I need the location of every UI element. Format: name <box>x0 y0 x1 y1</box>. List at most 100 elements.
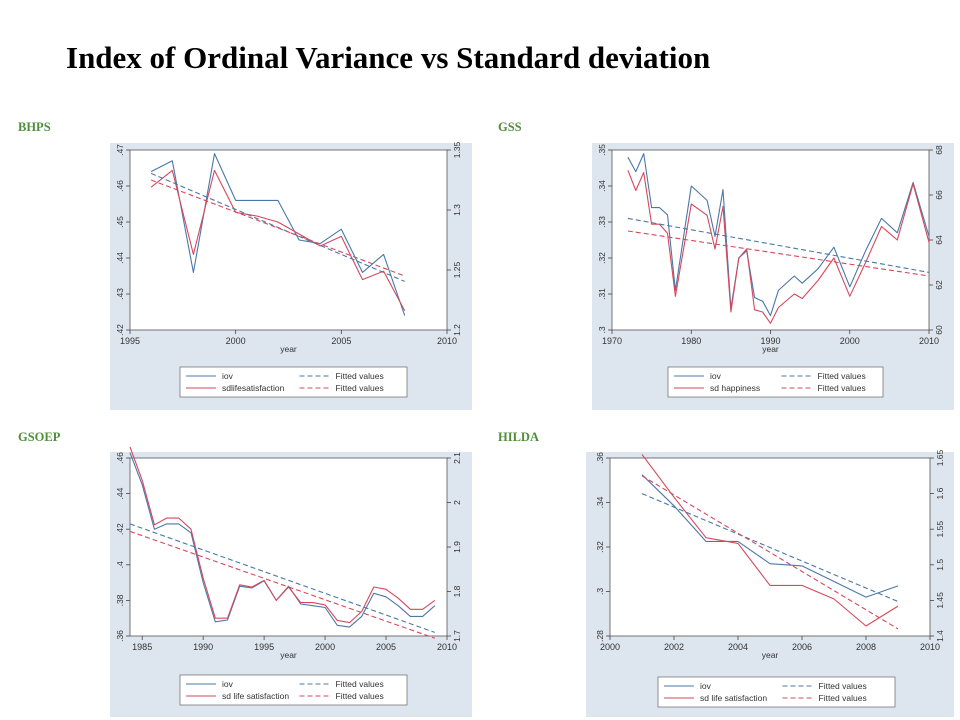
y-tick-label-left: .3 <box>597 326 607 333</box>
x-axis-label: year <box>280 650 297 660</box>
y-tick-label-right: 60 <box>934 325 944 335</box>
legend-label: Fitted values <box>336 691 384 701</box>
chart-hilda: .28 .3 .32 .34 .36 1.4 1.45 1.5 1.55 1.6 1.65 2000 2… <box>595 449 945 708</box>
y-tick-label-left: .34 <box>597 180 607 192</box>
y-tick-label-right: 66 <box>934 190 944 200</box>
y-tick-label-left: .35 <box>597 144 607 156</box>
y-tick-label-right: 68 <box>934 145 944 155</box>
x-tick-label: 1990 <box>193 642 213 652</box>
y-tick-label-left: .45 <box>115 216 125 228</box>
y-tick-label-left: .44 <box>115 487 125 499</box>
series-line-iov <box>627 153 930 317</box>
series-line-sd <box>627 170 930 324</box>
y-tick-label-right: 1.5 <box>935 559 945 571</box>
y-tick-label-right: 1.3 <box>452 204 462 216</box>
legend-box <box>657 676 896 708</box>
fitted-line-iov <box>641 493 899 603</box>
x-tick-label: 2010 <box>437 642 457 652</box>
y-tick-label-left: .32 <box>597 252 607 264</box>
y-tick-label-left: .28 <box>595 630 605 642</box>
legend-label: sdlifesatisfaction <box>222 383 285 393</box>
panel-label-hilda: HILDA <box>498 430 539 444</box>
y-tick-label-left: .46 <box>115 180 125 192</box>
legend-label: iov <box>710 371 722 381</box>
fitted-line-iov <box>150 172 405 282</box>
x-tick-label: 1990 <box>760 336 780 346</box>
legend-label: iov <box>222 679 234 689</box>
y-tick-label-right: 1.55 <box>935 521 945 538</box>
y-tick-label-left: .34 <box>595 496 605 508</box>
y-tick-label-right: 1.6 <box>935 487 945 499</box>
x-tick-label: 2004 <box>728 642 748 652</box>
x-tick-label: 2000 <box>600 642 620 652</box>
x-tick-label: 2005 <box>376 642 396 652</box>
plot-area <box>611 149 930 331</box>
x-tick-label: 2010 <box>919 336 939 346</box>
y-tick-label-right: 2 <box>452 500 462 505</box>
x-tick-label: 2000 <box>315 642 335 652</box>
legend-label: sd life satisfaction <box>222 691 289 701</box>
fitted-line-sd <box>627 230 930 277</box>
legend-box <box>179 366 408 398</box>
legend-label: iov <box>700 681 712 691</box>
y-tick-label-left: .4 <box>115 561 125 568</box>
x-axis-label: year <box>280 344 297 354</box>
plot-area <box>129 457 448 637</box>
y-tick-label-right: 1.65 <box>935 449 945 466</box>
panel-label-bhps: BHPS <box>18 120 51 134</box>
y-tick-label-left: .33 <box>597 216 607 228</box>
legend-label: Fitted values <box>336 371 384 381</box>
series-line-sd <box>150 169 406 312</box>
series-line-iov <box>641 474 899 598</box>
y-tick-label-left: .47 <box>115 144 125 156</box>
y-tick-label-right: 1.2 <box>452 324 462 336</box>
fitted-line-iov <box>129 523 435 633</box>
legend-label: Fitted values <box>336 383 384 393</box>
y-tick-label-right: 1.8 <box>452 585 462 597</box>
y-tick-label-left: .42 <box>115 523 125 535</box>
fitted-line-sd <box>129 530 435 639</box>
y-tick-label-right: 62 <box>934 280 944 290</box>
x-tick-label: 2002 <box>664 642 684 652</box>
y-tick-label-left: .3 <box>595 588 605 595</box>
x-tick-label: 1995 <box>120 336 140 346</box>
series-line-iov <box>150 153 406 316</box>
y-tick-label-left: .32 <box>595 541 605 553</box>
x-tick-label: 2000 <box>840 336 860 346</box>
y-tick-label-right: 64 <box>934 235 944 245</box>
x-tick-label: 1985 <box>132 642 152 652</box>
series-line-sd <box>641 454 899 627</box>
panel-label-gsoep: GSOEP <box>18 430 61 444</box>
y-tick-label-left: .44 <box>115 252 125 264</box>
y-tick-label-left: .43 <box>115 288 125 300</box>
page-title: Index of Ordinal Variance vs Standard de… <box>66 40 711 75</box>
legend-label: iov <box>222 371 234 381</box>
fitted-line-sd <box>150 179 405 277</box>
panel-label-gss: GSS <box>498 120 522 134</box>
x-tick-label: 2006 <box>792 642 812 652</box>
y-tick-label-right: 1.7 <box>452 630 462 642</box>
y-tick-label-left: .36 <box>595 452 605 464</box>
y-tick-label-right: 1.9 <box>452 541 462 553</box>
legend-label: Fitted values <box>819 681 867 691</box>
plot-area <box>129 149 448 331</box>
legend-box <box>667 366 884 398</box>
fitted-line-iov <box>627 217 930 273</box>
y-tick-label-left: .36 <box>115 630 125 642</box>
chart-gsoep: .36 .38 .4 .42 .44 .46 1.7 1.8 1.9 2 2.1 1985 1990 19… <box>115 446 462 706</box>
legend-label: Fitted values <box>818 383 866 393</box>
y-tick-label-right: 1.35 <box>452 141 462 158</box>
x-axis-label: year <box>762 650 779 660</box>
y-tick-label-left: .31 <box>597 288 607 300</box>
y-tick-label-right: 1.45 <box>935 592 945 609</box>
chart-bhps: .42 .43 .44 .45 .46 .47 1.2 1.25 1.3 1.35 1995 2000… <box>115 141 462 398</box>
legend-box <box>179 674 408 706</box>
y-tick-label-left: .46 <box>115 452 125 464</box>
series-line-sd <box>129 446 436 624</box>
legend-label: Fitted values <box>819 693 867 703</box>
x-tick-label: 2010 <box>920 642 940 652</box>
x-tick-label: 2000 <box>226 336 246 346</box>
y-tick-label-left: .42 <box>115 324 125 336</box>
x-tick-label: 2010 <box>437 336 457 346</box>
